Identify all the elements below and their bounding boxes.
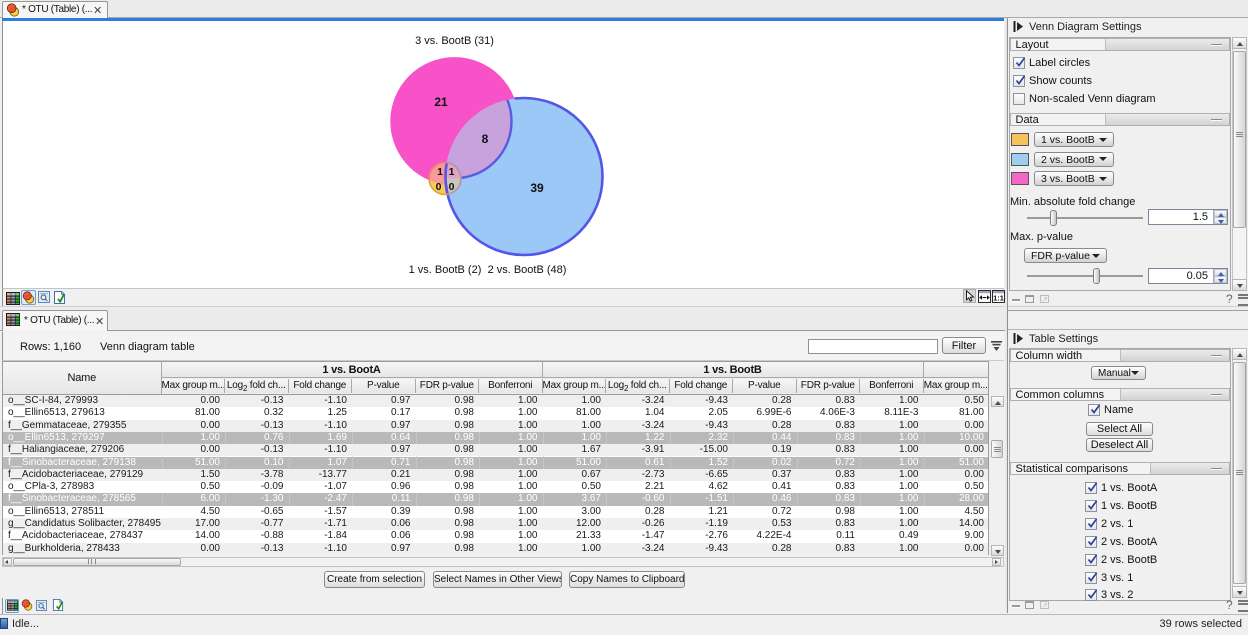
- svg-text:2 vs. BootB (48): 2 vs. BootB (48): [488, 264, 567, 276]
- svg-text:1: 1: [437, 166, 443, 178]
- svg-text:3 vs. BootB (31): 3 vs. BootB (31): [415, 35, 494, 47]
- svg-text:21: 21: [434, 95, 448, 109]
- svg-text:1: 1: [449, 166, 455, 178]
- svg-text:8: 8: [482, 132, 489, 146]
- svg-text:39: 39: [530, 181, 544, 195]
- svg-text:0: 0: [449, 181, 455, 193]
- svg-text:1 vs. BootB (2): 1 vs. BootB (2): [409, 264, 482, 276]
- svg-text:1:1: 1:1: [993, 294, 1004, 303]
- svg-text:0: 0: [436, 181, 442, 193]
